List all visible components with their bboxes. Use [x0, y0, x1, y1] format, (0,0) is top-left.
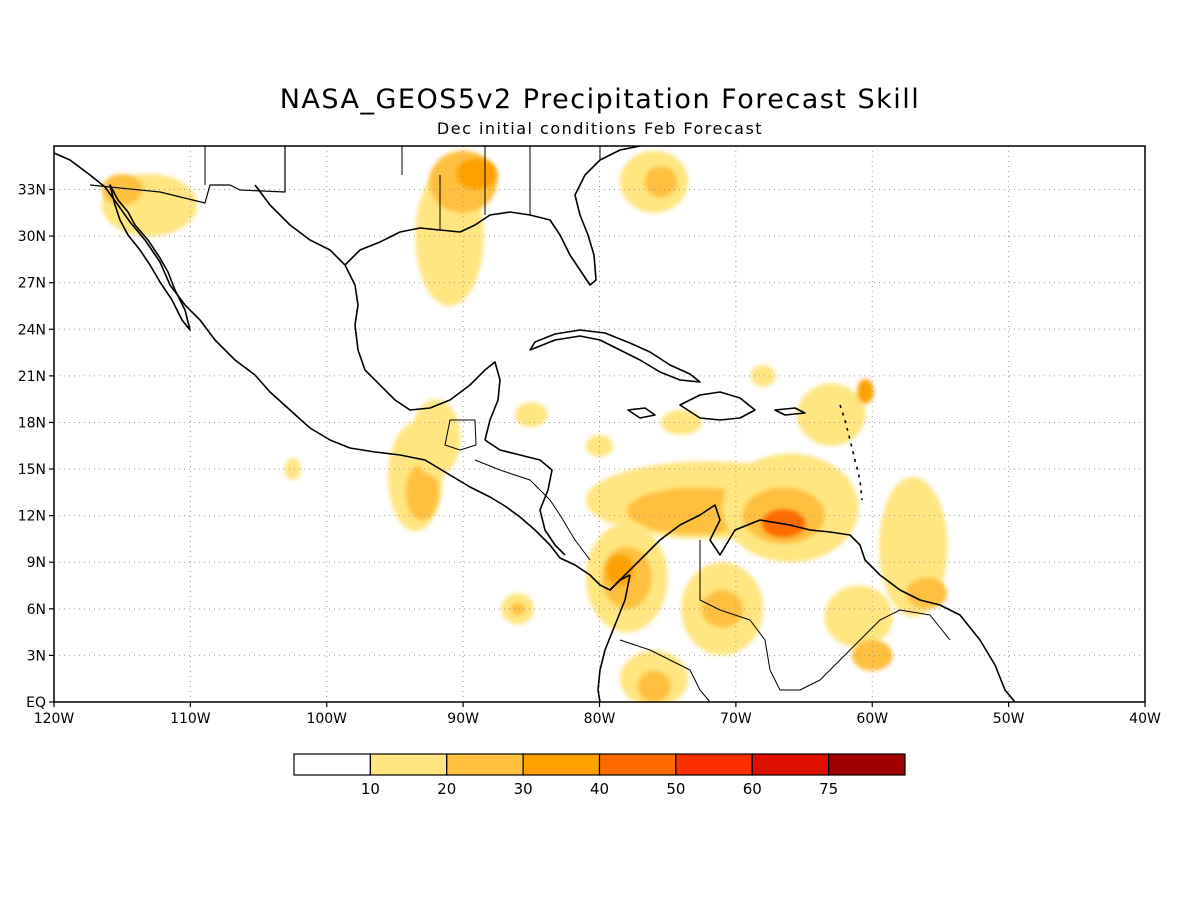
lon-tick-label: 120W	[34, 711, 75, 727]
lat-tick-label: 15N	[18, 462, 46, 478]
border-us-mexico	[89, 146, 286, 204]
colorbar-swatch	[675, 753, 753, 776]
coastline-baja	[109, 184, 191, 331]
plot-frame	[53, 145, 1146, 703]
lat-tick-label: 30N	[18, 229, 46, 245]
lat-tick-label: 24N	[18, 322, 46, 338]
lat-tick-label: 3N	[27, 648, 46, 664]
colorbar-swatch	[751, 753, 830, 776]
skill-region-34	[660, 410, 702, 435]
colorbar-label: 50	[666, 780, 685, 798]
lat-tick-label: EQ	[26, 695, 46, 711]
lon-tick-label: 90W	[447, 711, 479, 727]
skill-region-17	[606, 554, 634, 586]
colorbar-label: 60	[743, 780, 762, 798]
map-subtitle: Dec initial conditions Feb Forecast	[436, 119, 764, 138]
lon-tick-label: 110W	[170, 711, 211, 727]
skill-region-2	[411, 399, 461, 477]
graticule	[54, 146, 1145, 702]
coastline-gulf	[254, 184, 501, 441]
lat-tick-label: 12N	[18, 509, 46, 525]
skill-region-26	[797, 383, 866, 446]
skill-region-9	[644, 166, 678, 198]
skill-region-1	[405, 464, 439, 521]
lat-tick-label: 9N	[27, 555, 46, 571]
lon-tick-label: 80W	[584, 711, 616, 727]
coastline-mexico-pacific	[54, 152, 631, 591]
skill-region-32	[750, 364, 776, 387]
coastline-south-america-north	[609, 504, 1016, 702]
skill-shading-layer	[101, 150, 948, 702]
colorbar-label: 75	[819, 780, 838, 798]
colorbar-label: 20	[437, 780, 456, 798]
skill-region-29	[510, 602, 525, 616]
lat-tick-label: 27N	[18, 276, 46, 292]
skill-region-5	[456, 158, 498, 190]
colorbar-swatch	[828, 753, 906, 776]
skill-region-33	[284, 458, 301, 480]
coastline-cuba	[529, 329, 701, 383]
lon-tick-label: 70W	[720, 711, 752, 727]
lon-tick-label: 40W	[1129, 711, 1161, 727]
skill-region-27	[857, 378, 874, 404]
colorbar-swatch	[293, 753, 371, 776]
coastline-puerto-rico	[774, 407, 806, 416]
coastline-hispaniola	[679, 391, 756, 421]
coastline-central-america-east	[484, 439, 566, 556]
skill-region-30	[514, 402, 548, 428]
skill-region-31	[585, 434, 614, 457]
colorbar-label: 10	[361, 780, 380, 798]
colorbar-swatch	[522, 753, 601, 776]
colorbar-swatch	[446, 753, 524, 776]
skill-region-25	[851, 639, 893, 671]
map-title: NASA_GEOS5v2 Precipitation Forecast Skil…	[279, 84, 921, 115]
coastline-south-america-west	[597, 574, 631, 702]
coastlines	[54, 146, 1016, 702]
lat-tick-label: 18N	[18, 415, 46, 431]
skill-region-19	[701, 590, 743, 628]
axis-ticks: 120W 110W 100W 90W 80W 70W 60W 50W 40W EQ 3N 6N 9N 12…	[18, 182, 1161, 727]
skill-region-24	[824, 585, 893, 648]
coastline-us-gulf	[344, 146, 641, 286]
lat-tick-label: 33N	[18, 182, 46, 198]
skill-region-23	[906, 577, 948, 609]
colorbar-label: 30	[514, 780, 533, 798]
lat-tick-label: 6N	[27, 602, 46, 618]
lon-tick-label: 50W	[993, 711, 1025, 727]
skill-region-21	[637, 670, 671, 702]
border-guatemala	[444, 419, 477, 451]
coastline-lesser-antilles	[839, 404, 863, 501]
lon-tick-label: 60W	[856, 711, 888, 727]
coastline-jamaica	[627, 407, 656, 419]
border-central-america	[474, 459, 591, 561]
border-colombia-venezuela	[699, 540, 951, 691]
lon-tick-label: 100W	[306, 711, 347, 727]
colorbar: 10 20 30 40 50 60 75	[293, 753, 906, 798]
lat-tick-label: 21N	[18, 369, 46, 385]
border-colombia-south	[619, 639, 711, 702]
colorbar-swatch	[369, 753, 448, 776]
colorbar-label: 40	[590, 780, 609, 798]
border-us-states	[204, 146, 601, 230]
colorbar-swatch	[598, 753, 677, 776]
